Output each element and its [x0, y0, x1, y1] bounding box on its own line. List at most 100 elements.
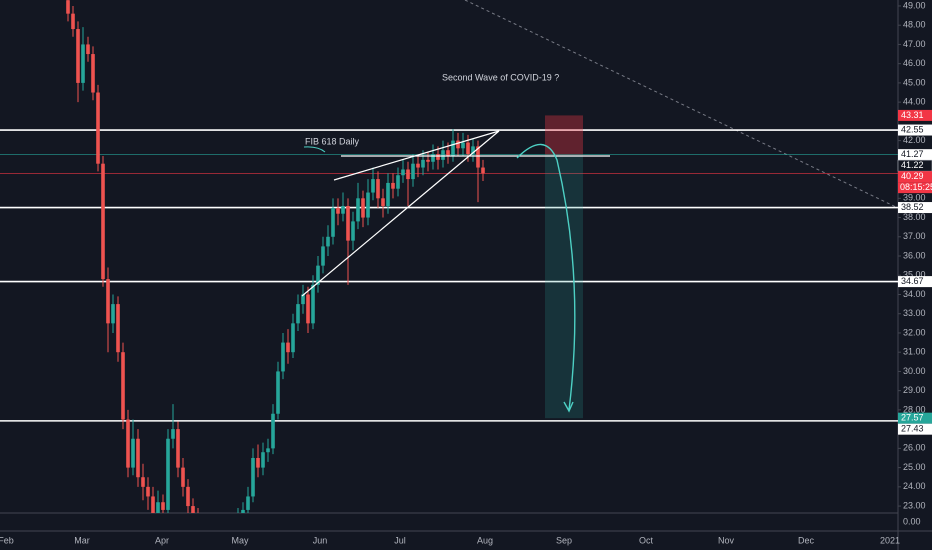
y-tick-label: 36.00: [903, 250, 926, 260]
x-tick-label: Oct: [639, 535, 654, 545]
price-tag-label: 43.31: [901, 110, 924, 120]
y-tick-label: 25.00: [903, 462, 926, 472]
price-tag: [898, 412, 932, 424]
wedge-lower: [301, 130, 500, 297]
candle-body: [416, 163, 420, 168]
candle-body: [341, 206, 345, 214]
candle-body: [111, 304, 115, 324]
y-tick-label: 42.00: [903, 135, 926, 145]
candle-body: [356, 198, 360, 222]
y-tick-label: 33.00: [903, 308, 926, 318]
candle-body: [146, 486, 150, 497]
candle-body: [336, 207, 340, 214]
x-tick-label: Nov: [718, 535, 735, 545]
candle-body: [466, 142, 470, 155]
x-tick-label: 2021: [880, 535, 900, 545]
y-tick-label: 38.00: [903, 212, 926, 222]
candle-body: [431, 154, 435, 162]
price-tag-label: 41.22: [901, 160, 924, 170]
x-tick-label: May: [231, 535, 249, 545]
countdown-tag: [898, 182, 932, 194]
price-tag: [898, 171, 932, 183]
annotation: FIB 618 Daily: [305, 136, 360, 146]
candle-body: [131, 438, 135, 468]
pointer-arrow: [303, 146, 326, 153]
candle-body: [281, 342, 285, 372]
y-tick-label: 24.00: [903, 481, 926, 491]
x-tick-label: Dec: [798, 535, 815, 545]
candle-body: [481, 167, 485, 174]
candle-body: [321, 246, 325, 266]
candle-body: [256, 457, 260, 468]
candle-body: [121, 352, 125, 420]
candle-body: [296, 304, 300, 324]
price-tag-label: 27.57: [901, 413, 924, 423]
y-tick-label: 45.00: [903, 77, 926, 87]
y-tick-label: 29.00: [903, 385, 926, 395]
candle-body: [421, 159, 425, 168]
countdown: 08:15:25: [900, 182, 932, 192]
x-tick-label: Feb: [0, 535, 14, 545]
candle-body: [476, 146, 480, 168]
candle-body: [306, 294, 310, 324]
y-tick-label: 46.00: [903, 58, 926, 68]
candle-body: [91, 54, 95, 93]
candle-body: [331, 207, 335, 237]
candle-body: [81, 44, 85, 83]
candle-body: [471, 146, 475, 155]
candle-body: [181, 467, 185, 487]
y-tick-label: 39.00: [903, 193, 926, 203]
x-tick-label: Apr: [155, 535, 169, 545]
candle-body: [246, 496, 250, 510]
x-tick-label: Jul: [394, 535, 406, 545]
candle-body: [141, 477, 145, 487]
candle-body: [136, 438, 140, 478]
candle-body: [291, 323, 295, 353]
candle-body: [381, 198, 385, 207]
price-tag-label: 34.67: [901, 276, 924, 286]
candle-body: [426, 159, 430, 162]
candle-body: [241, 509, 245, 513]
candle-body: [301, 294, 305, 305]
y-tick-label: 35.00: [903, 270, 926, 280]
candle-body: [276, 371, 280, 414]
y-tick-label: 26.00: [903, 443, 926, 453]
candle-body: [411, 163, 415, 180]
candle-body: [316, 265, 320, 285]
x-tick-label: Sep: [556, 535, 572, 545]
price-tag-label: 38.52: [901, 202, 924, 212]
candle-body: [386, 182, 390, 207]
candle-body: [86, 44, 90, 55]
candle-body: [66, 0, 70, 14]
candle-body: [371, 179, 375, 193]
forecast-arrow: [516, 143, 576, 411]
candle-body: [96, 92, 100, 164]
candle-body: [191, 506, 195, 513]
x-tick-label: Jun: [313, 535, 328, 545]
candle-body: [446, 150, 450, 156]
price-tag: [898, 124, 932, 136]
y-tick-label: 34.00: [903, 289, 926, 299]
price-tag: [898, 276, 932, 288]
candle-body: [166, 438, 170, 510]
candle-body: [261, 452, 265, 468]
y-tick-label: 32.00: [903, 327, 926, 337]
stop-zone: [545, 115, 583, 155]
candle-body: [151, 496, 155, 513]
y-tick-label: 48.00: [903, 20, 926, 30]
candle-body: [461, 142, 465, 149]
candle-body: [346, 206, 350, 241]
candle-body: [441, 150, 445, 160]
candle-body: [376, 179, 380, 199]
y-tick-label: 44.00: [903, 97, 926, 107]
candle-body: [286, 342, 290, 353]
volume-axis-label: 0.00: [903, 516, 921, 526]
candle-body: [456, 140, 460, 149]
price-tag-label: 41.27: [901, 149, 924, 159]
candle-body: [161, 502, 165, 510]
candle-body: [101, 163, 105, 280]
x-tick-label: Aug: [477, 535, 493, 545]
price-tag: [898, 202, 932, 214]
candle-body: [391, 182, 395, 189]
